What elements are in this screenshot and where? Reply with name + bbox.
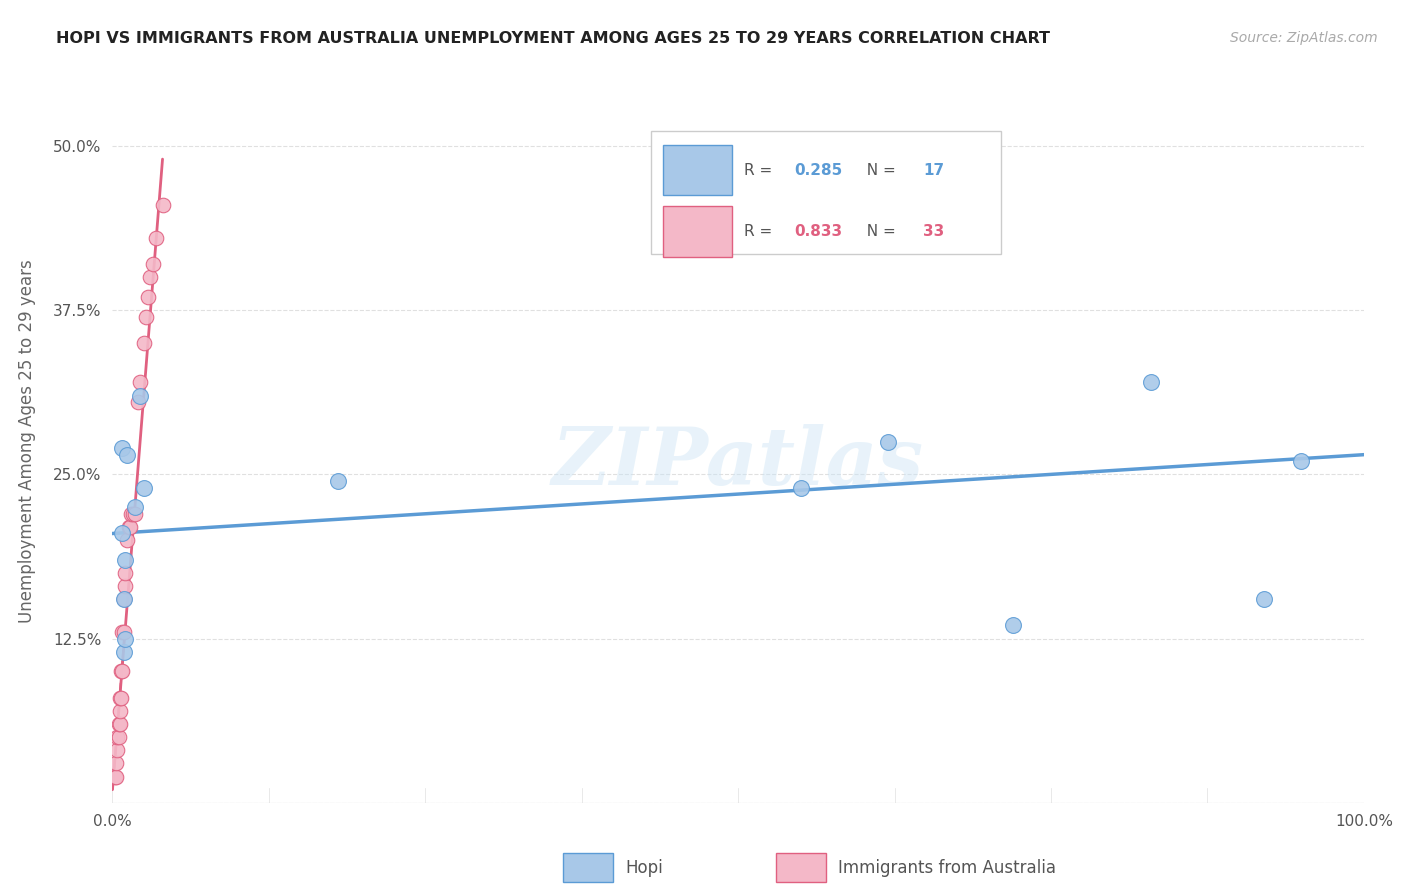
Point [124, 500, 146, 515]
Text: N =: N = [858, 162, 901, 178]
Point [107, 717, 129, 731]
Bar [776, 854, 825, 882]
Point [1253, 592, 1275, 607]
Bar [562, 854, 613, 882]
Text: N =: N = [858, 224, 901, 239]
Point [111, 441, 134, 455]
FancyBboxPatch shape [651, 131, 1001, 253]
Point [108, 704, 131, 718]
Point [124, 507, 146, 521]
Point [152, 198, 174, 212]
Point [141, 257, 163, 271]
Point [127, 395, 149, 409]
Point [790, 481, 813, 495]
Point [114, 566, 136, 580]
Text: 0.285: 0.285 [794, 162, 842, 178]
Point [129, 376, 152, 390]
Point [121, 507, 143, 521]
Point [105, 770, 128, 784]
Point [114, 553, 136, 567]
Point [112, 592, 135, 607]
Text: Source: ZipAtlas.com: Source: ZipAtlas.com [1230, 31, 1378, 45]
Point [105, 756, 128, 771]
Text: R =: R = [744, 162, 778, 178]
Point [136, 290, 159, 304]
Point [114, 579, 136, 593]
Text: 33: 33 [924, 224, 945, 239]
Y-axis label: Unemployment Among Ages 25 to 29 years: Unemployment Among Ages 25 to 29 years [18, 260, 37, 624]
Bar [664, 145, 733, 195]
Point [877, 434, 900, 449]
Point [111, 665, 134, 679]
Point [117, 533, 139, 547]
Text: HOPI VS IMMIGRANTS FROM AUSTRALIA UNEMPLOYMENT AMONG AGES 25 TO 29 YEARS CORRELA: HOPI VS IMMIGRANTS FROM AUSTRALIA UNEMPL… [56, 31, 1050, 46]
Point [145, 231, 167, 245]
Point [107, 730, 129, 744]
Point [111, 625, 134, 640]
Text: Immigrants from Australia: Immigrants from Australia [838, 859, 1056, 877]
Point [108, 717, 131, 731]
Point [120, 507, 142, 521]
Text: ZIPatlas: ZIPatlas [553, 425, 924, 502]
Point [117, 448, 139, 462]
Point [107, 730, 129, 744]
Point [110, 665, 132, 679]
Text: R =: R = [744, 224, 778, 239]
Point [110, 690, 132, 705]
Point [112, 645, 135, 659]
Point [118, 520, 141, 534]
Point [135, 310, 157, 324]
Point [112, 592, 135, 607]
Point [1140, 376, 1163, 390]
Bar [664, 206, 733, 257]
Point [112, 625, 135, 640]
Point [132, 481, 155, 495]
Point [129, 388, 152, 402]
Point [139, 270, 162, 285]
Text: Hopi: Hopi [626, 859, 664, 877]
Point [118, 520, 141, 534]
Point [104, 770, 127, 784]
Point [107, 743, 129, 757]
Point [111, 526, 134, 541]
Point [1291, 454, 1313, 468]
Point [114, 632, 136, 646]
Point [132, 336, 155, 351]
Point [326, 474, 349, 488]
Text: 17: 17 [924, 162, 945, 178]
Point [108, 690, 131, 705]
Text: 0.833: 0.833 [794, 224, 842, 239]
Point [1002, 618, 1025, 632]
